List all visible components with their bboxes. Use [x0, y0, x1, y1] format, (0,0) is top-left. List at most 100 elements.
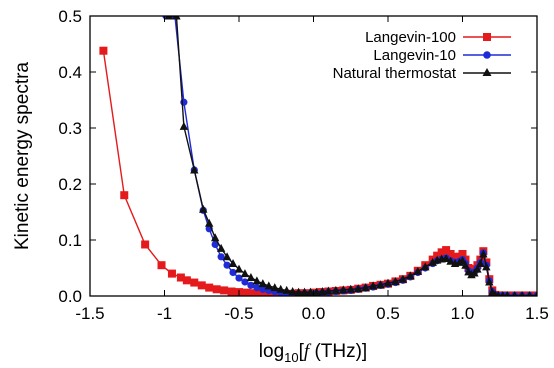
- data-point-langevin-100: [242, 288, 251, 296]
- data-point-natural-thermostat: [479, 249, 488, 258]
- x-tick-label: 1.5: [525, 304, 549, 323]
- data-point-langevin-10: [223, 261, 231, 269]
- data-point-natural-thermostat: [428, 257, 437, 266]
- data-point-langevin-10: [241, 278, 249, 286]
- data-point-langevin-100: [442, 246, 451, 255]
- data-point-natural-thermostat: [519, 290, 525, 296]
- data-point-natural-thermostat: [504, 290, 510, 296]
- data-point-natural-thermostat: [312, 287, 321, 296]
- data-point-natural-thermostat: [205, 218, 214, 227]
- data-point-natural-thermostat: [172, 16, 181, 20]
- data-point-langevin-10: [211, 240, 219, 249]
- y-tick-label: 0.4: [58, 63, 82, 82]
- data-point-natural-thermostat: [391, 276, 400, 285]
- x-tick-label: -0.5: [224, 304, 253, 323]
- x-tick-label: 0.5: [376, 304, 400, 323]
- data-point-langevin-100: [212, 285, 221, 294]
- data-point-natural-thermostat: [216, 243, 226, 252]
- data-point-natural-thermostat: [228, 259, 238, 268]
- data-point-natural-thermostat: [258, 279, 268, 288]
- tick-layer: -1.5 -1 -0.5 0.0 0.5 1.0 1.5 0.0 0.1 0.2 0.3 0.4 0.5: [58, 7, 548, 323]
- data-point-natural-thermostat: [458, 256, 467, 265]
- data-point-langevin-10: [180, 98, 188, 106]
- data-point-langevin-100: [190, 278, 199, 287]
- data-point-natural-thermostat: [190, 165, 199, 174]
- data-point-langevin-100: [157, 261, 166, 270]
- x-axis-label-open: [: [299, 341, 305, 362]
- data-point-natural-thermostat: [240, 269, 250, 278]
- data-point-natural-thermostat: [288, 287, 297, 296]
- data-point-natural-thermostat: [276, 284, 285, 293]
- data-point-langevin-100: [249, 289, 258, 296]
- x-tick-label: 0.0: [302, 304, 326, 323]
- data-point-langevin-100: [176, 273, 185, 282]
- series-langevin-100: [99, 46, 537, 296]
- data-point-natural-thermostat: [210, 233, 220, 242]
- data-point-natural-thermostat: [376, 280, 385, 289]
- legend-entry-langevin-10: Langevin-10: [373, 47, 511, 64]
- data-point-natural-thermostat: [446, 256, 455, 265]
- x-tick-label: -1.5: [75, 304, 104, 323]
- data-point-langevin-10: [259, 285, 267, 293]
- data-point-natural-thermostat: [252, 276, 262, 285]
- data-point-langevin-100: [141, 240, 150, 249]
- legend-marker-natural-thermostat: [482, 68, 492, 76]
- data-point-langevin-100: [458, 250, 467, 258]
- legend-label-natural-thermostat: Natural thermostat: [333, 65, 457, 82]
- data-point-natural-thermostat: [526, 290, 533, 296]
- plot-frame: [89, 15, 538, 297]
- data-point-natural-thermostat: [534, 290, 537, 296]
- data-point-langevin-100: [451, 252, 460, 261]
- data-point-natural-thermostat: [199, 204, 208, 213]
- data-point-langevin-100: [227, 287, 236, 296]
- data-point-natural-thermostat: [294, 287, 303, 296]
- data-point-natural-thermostat: [511, 290, 518, 296]
- y-tick-label: 0.5: [58, 7, 82, 26]
- data-point-natural-thermostat: [361, 283, 370, 292]
- data-point-natural-thermostat: [421, 262, 430, 271]
- legend-entry-natural-thermostat: Natural thermostat: [333, 65, 511, 82]
- data-point-natural-thermostat: [482, 262, 491, 271]
- series-natural-thermostat: [164, 16, 537, 296]
- data-point-langevin-100: [220, 286, 229, 295]
- legend-marker-langevin-100: [483, 33, 491, 41]
- data-point-natural-thermostat: [413, 266, 422, 275]
- legend-marker-langevin-10: [483, 51, 491, 59]
- data-point-langevin-100: [437, 248, 446, 257]
- x-axis-label: log10[f (THz)]: [259, 341, 367, 365]
- data-point-natural-thermostat: [368, 281, 378, 290]
- y-tick-label: 0.2: [58, 175, 82, 194]
- data-point-natural-thermostat: [179, 121, 189, 130]
- legend-label-langevin-10: Langevin-10: [373, 47, 456, 64]
- data-point-langevin-100: [182, 276, 191, 285]
- data-point-natural-thermostat: [398, 274, 408, 283]
- data-point-natural-thermostat: [324, 286, 333, 295]
- data-point-langevin-100: [446, 250, 455, 258]
- data-point-natural-thermostat: [270, 283, 279, 292]
- x-tick-label: -1: [157, 304, 172, 323]
- x-axis-label-subscript: 10: [284, 350, 298, 365]
- data-point-natural-thermostat: [264, 281, 273, 290]
- data-point-natural-thermostat: [406, 271, 415, 280]
- y-tick-label: 0.3: [58, 119, 82, 138]
- legend-entry-langevin-100: Langevin-100: [365, 29, 511, 46]
- data-point-natural-thermostat: [339, 285, 348, 294]
- data-point-natural-thermostat: [346, 284, 355, 293]
- data-point-natural-thermostat: [441, 253, 451, 262]
- series-layer: [99, 16, 537, 296]
- data-point-langevin-10: [247, 281, 255, 289]
- data-point-natural-thermostat: [246, 273, 256, 282]
- x-axis-label-variable: f: [304, 341, 312, 362]
- y-axis-label: Kinetic energy spectra: [12, 62, 33, 250]
- data-point-langevin-10: [253, 284, 261, 292]
- x-axis-label-prefix: log: [259, 341, 284, 362]
- data-point-natural-thermostat: [306, 287, 315, 296]
- x-tick-label: 1.0: [451, 304, 475, 323]
- data-point-natural-thermostat: [331, 285, 341, 294]
- x-axis-label-unit: (THz)]: [309, 341, 367, 362]
- data-point-natural-thermostat: [164, 16, 174, 20]
- data-point-langevin-100: [257, 289, 266, 296]
- data-point-natural-thermostat: [354, 284, 363, 293]
- legend-label-langevin-100: Langevin-100: [365, 29, 456, 46]
